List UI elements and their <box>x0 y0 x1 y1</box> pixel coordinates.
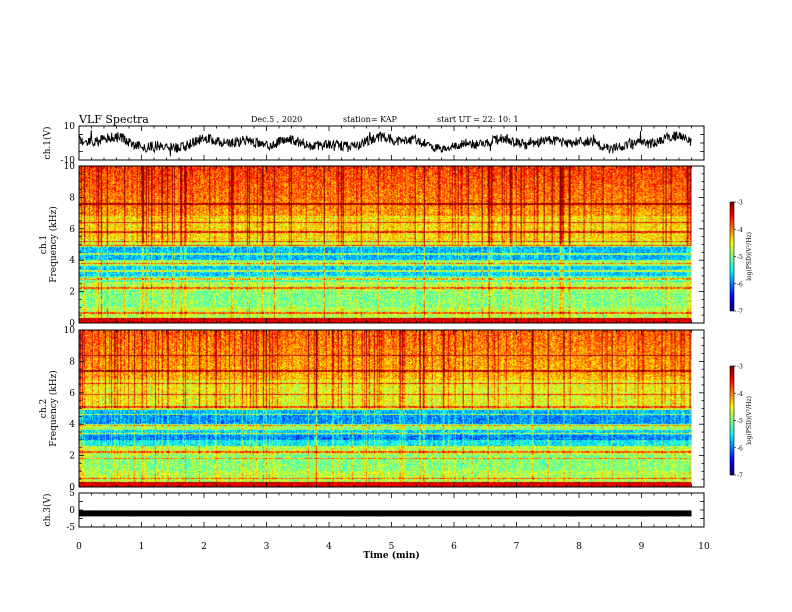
x-tick-label: 1 <box>139 542 145 552</box>
station-label: station= KAP <box>343 115 397 124</box>
ch2-spectrogram-ytick-label: 2 <box>69 452 75 462</box>
ch2-spectrogram-ylabel: Frequency (kHz) <box>48 370 59 447</box>
ch1-spectrogram-ytick-label: 4 <box>69 256 75 266</box>
x-tick-label: 3 <box>264 542 270 552</box>
ch1-spectrogram-ytick-label: 8 <box>69 193 75 203</box>
ch2-spectrogram-ylabel-channel: ch.2 <box>39 399 49 418</box>
ch1-ytick-label: 10 <box>64 122 76 132</box>
ch1-spectrogram-ytick-label: 0 <box>69 319 75 329</box>
ch1-waveform-panel: 10 -10 ch.1(V) <box>42 122 705 166</box>
x-tick-label: 9 <box>639 542 645 552</box>
x-tick-label: 8 <box>576 542 582 552</box>
ch2-spectrogram-colorbar-tick-label: -3 <box>737 364 743 371</box>
ch2-spectrogram-colorbar-tick-label: -5 <box>737 418 743 425</box>
ch3-waveform-line <box>78 509 692 517</box>
x-tick-label: 5 <box>389 542 395 552</box>
ch2-spectrogram-colorbar <box>730 366 734 475</box>
date-label: Dec.5 , 2020 <box>251 115 303 124</box>
ch2-spectrogram-colorbar-tick-label: -4 <box>737 391 743 398</box>
ch1-spectrogram-ytick-label: 2 <box>69 288 75 298</box>
ch1-spectrogram-image <box>79 166 692 323</box>
ch1-spectrogram-ytick-label: 6 <box>69 225 75 235</box>
ch1-spectrogram-colorbar-tick-label: -4 <box>737 227 743 234</box>
x-axis-label: Time (min) <box>363 550 420 561</box>
ch2-spectrogram-ytick-label: 4 <box>69 420 75 430</box>
ch3-ytick-label: -5 <box>66 523 75 533</box>
x-tick-label: 0 <box>76 542 82 552</box>
ch1-spectrogram-ytick-label: 10 <box>64 162 76 172</box>
ch1-spectrogram-ylabel: Frequency (kHz) <box>48 206 59 283</box>
ch1-spectrogram-colorbar-tick-label: -5 <box>737 254 743 261</box>
ch3-ytick-label: 5 <box>69 489 75 499</box>
ch1-spectrogram-colorbar-tick-label: -3 <box>737 200 743 207</box>
ch1-spectrogram-colorbar <box>730 202 734 311</box>
ch2-spectrogram-image <box>79 330 692 487</box>
ch3-ytick-label: 0 <box>69 506 75 516</box>
ch2-spectrogram-colorbar-label: log(PSD)(V²/Hz) <box>746 396 753 445</box>
ch1-spectrogram-panel: 0 2 4 6 8 10 ch.1 Frequency (kHz) -3 -4 -5 -6 -7 log(… <box>39 162 753 329</box>
x-tick-label: 10 <box>698 542 710 552</box>
ch2-spectrogram-ytick-label: 0 <box>69 483 75 493</box>
ch3-ylabel: ch.3(V) <box>42 494 53 527</box>
ch2-spectrogram-ytick-label: 10 <box>64 326 76 336</box>
ch1-spectrogram-colorbar-label: log(PSD)(V²/Hz) <box>746 232 753 281</box>
x-tick-label: 2 <box>201 542 207 552</box>
x-tick-label: 6 <box>451 542 457 552</box>
x-axis: 0 1 2 3 4 5 6 7 8 9 10 Time (min) <box>76 542 710 561</box>
ch1-spectrogram-ylabel-channel: ch.1 <box>39 235 49 254</box>
ch1-spectrogram-colorbar-tick-label: -7 <box>737 309 743 316</box>
x-tick-label: 7 <box>514 542 520 552</box>
x-tick-label: 4 <box>326 542 332 552</box>
ch3-waveform-frame <box>78 492 705 528</box>
ch1-spectrogram-colorbar-tick-label: -6 <box>737 281 743 288</box>
ch3-waveform-panel: 5 0 -5 ch.3(V) <box>42 489 705 533</box>
figure-title: VLF Spectra <box>79 113 149 126</box>
ch1-waveform-frame <box>78 125 705 161</box>
ch2-spectrogram-ytick-label: 6 <box>69 389 75 399</box>
ch2-spectrogram-panel: 0 2 4 6 8 10 ch.2 Frequency (kHz) -3 -4 -5 -6 -7 log(… <box>39 326 753 493</box>
ch1-ylabel: ch.1(V) <box>42 127 53 160</box>
ch1-ytick-label: -10 <box>61 156 76 166</box>
ch2-spectrogram-ytick-label: 8 <box>69 357 75 367</box>
start-time-label: start UT = 22: 10: 1 <box>437 115 519 124</box>
ch2-spectrogram-colorbar-tick-label: -6 <box>737 445 743 452</box>
ch1-waveform-line <box>78 130 692 157</box>
ch2-spectrogram-colorbar-tick-label: -7 <box>737 473 743 480</box>
